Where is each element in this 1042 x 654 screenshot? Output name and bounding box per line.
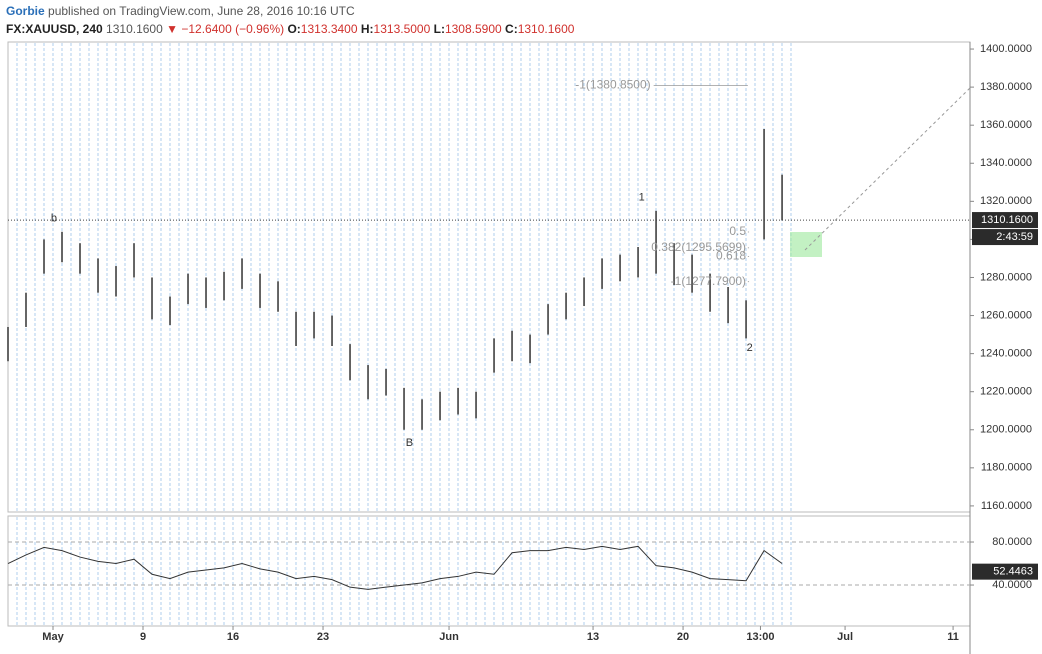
- symbol-line: FX:XAUUSD, 240 1310.1600 ▼ −12.6400 (−0.…: [6, 22, 574, 36]
- author[interactable]: Gorbie: [6, 4, 45, 18]
- ohlc-value: 1313.3400: [300, 22, 358, 36]
- y-tick-label: 1360.0000: [980, 119, 1032, 131]
- ohlc-key: C:: [505, 22, 518, 36]
- x-tick-label: 20: [677, 631, 689, 643]
- last-value-box: [972, 563, 1038, 580]
- ohlc-key: H:: [360, 22, 374, 36]
- y-tick-label: 1220.0000: [980, 386, 1032, 398]
- last-price-label: 1310.1600: [981, 214, 1033, 226]
- x-tick-label: 9: [140, 631, 146, 643]
- ohlc-value: 1308.5900: [444, 22, 502, 36]
- y-tick-label: 1340.0000: [980, 157, 1032, 169]
- header-line: Gorbie published on TradingView.com, Jun…: [6, 4, 355, 18]
- fib-label: -1(1277.7900): [671, 274, 746, 288]
- y-tick-label: 1380.0000: [980, 81, 1032, 93]
- wave-label: 1: [639, 191, 645, 203]
- fib-label: 0.5: [729, 224, 746, 238]
- x-tick-label: Jul: [837, 631, 853, 643]
- ohlc-value: 1313.5000: [373, 22, 431, 36]
- fib-label: -1(1380.8500): [575, 78, 650, 92]
- ohlc-key: O:: [287, 22, 301, 36]
- ohlc-value: 1310.1600: [517, 22, 575, 36]
- wave-label: B: [406, 437, 413, 449]
- y-tick-label: 1160.0000: [981, 500, 1032, 512]
- x-tick-label: 23: [317, 631, 329, 643]
- rsi-line: [7, 545, 783, 590]
- change: −12.6400 (−0.96%): [181, 22, 285, 36]
- panel-frame: [7, 41, 971, 513]
- countdown: 2:43:59: [996, 231, 1033, 243]
- last: 1310.1600: [106, 22, 163, 36]
- countdown-box: [972, 229, 1038, 246]
- x-tick-label: 16: [227, 631, 239, 643]
- wave-label: b: [51, 212, 57, 224]
- y-tick-label: 80.0000: [992, 536, 1032, 548]
- x-tick-label: 13: [587, 631, 599, 643]
- y-tick-label: 40.0000: [992, 579, 1032, 591]
- y-tick-label: 1240.0000: [980, 348, 1032, 360]
- ohlc-key: L:: [433, 22, 445, 36]
- symbol: FX:XAUUSD, 240: [6, 22, 103, 36]
- last-price-box: [972, 212, 1038, 229]
- x-tick-label: 13:00: [746, 631, 774, 643]
- wave-label: 2: [747, 342, 753, 354]
- projection: [804, 87, 971, 251]
- x-tick-label: Jun: [439, 631, 459, 643]
- down-arrow: ▼: [166, 22, 179, 36]
- fib-label: 0.382(1295.5699): [651, 240, 746, 254]
- y-tick-label: 1280.0000: [980, 271, 1032, 283]
- y-tick-label: 1260.0000: [980, 309, 1032, 321]
- last-value-label: 52.4463: [993, 566, 1033, 578]
- fib-label: 0.618: [716, 249, 746, 263]
- target-zone: [790, 232, 822, 257]
- y-tick-label: 1180.0000: [981, 462, 1032, 474]
- y-tick-label: 1200.0000: [980, 424, 1032, 436]
- y-tick-label: 1320.0000: [980, 195, 1032, 207]
- x-tick-label: 11: [947, 631, 959, 643]
- ohlc: O:1313.3400 H:1313.5000 L:1308.5900 C:13…: [287, 22, 574, 36]
- y-tick-label: 1400.0000: [980, 43, 1032, 55]
- published: published on TradingView.com, June 28, 2…: [48, 4, 355, 18]
- x-tick-label: May: [42, 631, 64, 643]
